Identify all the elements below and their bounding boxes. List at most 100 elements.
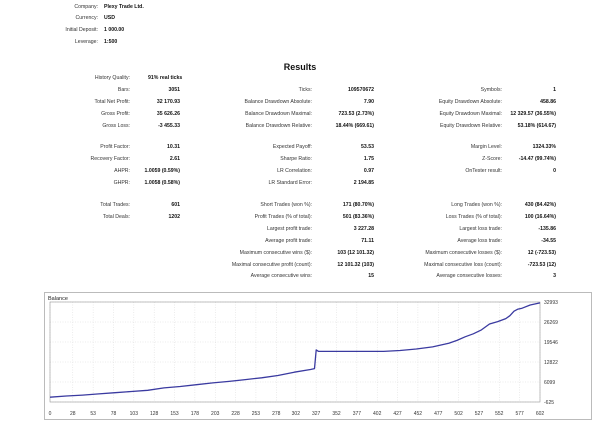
y-tick-label: 26269 — [544, 320, 558, 326]
x-tick-label: 253 — [252, 411, 261, 417]
stat-label: Loss Trades (% of total): — [445, 214, 502, 220]
stat-label: Equity Drawdown Relative: — [440, 123, 502, 129]
x-tick-label: 327 — [312, 411, 321, 417]
stat-value: 458.86 — [540, 99, 556, 105]
x-tick-label: 602 — [536, 411, 545, 417]
stat-label: Average loss trade: — [457, 238, 502, 244]
stat-value: 0 — [553, 168, 556, 174]
stat-label: Average consecutive losses: — [436, 273, 502, 279]
balance-series-line — [49, 302, 541, 398]
stat-value: 103 (12 101.32) — [337, 250, 374, 256]
x-tick-label: 0 — [49, 411, 52, 417]
header-value: 1:500 — [104, 39, 118, 45]
balance-chart-svg: Balance 0 28 53 78 103 128 153 178 203 228 253 278 30… — [44, 292, 592, 420]
stat-value: 0.97 — [363, 168, 374, 174]
stat-value: 2.61 — [169, 156, 180, 162]
x-tick-label: 103 — [130, 411, 139, 417]
y-tick-label: 19546 — [544, 340, 558, 346]
stat-value: 18.44% (669.61) — [335, 123, 374, 129]
stat-label: Largest loss trade: — [459, 226, 502, 232]
stat-value: 1.75 — [363, 156, 374, 162]
header-value: 1 000.00 — [104, 27, 125, 33]
x-tick-label: 402 — [373, 411, 382, 417]
history-quality-value: 91% real ticks — [148, 75, 183, 81]
stat-value: 2 194.85 — [353, 180, 374, 186]
header-label: Company: — [74, 4, 98, 10]
header-label: Initial Deposit: — [65, 27, 98, 33]
stat-label: Total Trades: — [100, 202, 130, 208]
stat-value: -34.55 — [541, 238, 556, 244]
y-tick-label: 32993 — [544, 300, 558, 306]
stat-value: 109570672 — [348, 87, 374, 93]
stat-value: 1.0058 (0.58%) — [144, 180, 180, 186]
stat-label: Gross Loss: — [102, 123, 130, 129]
stat-value: 12 101.32 (103) — [337, 262, 374, 268]
stat-value: -135.86 — [538, 226, 556, 232]
x-tick-label: 178 — [191, 411, 200, 417]
stat-label: Ticks: — [298, 87, 312, 93]
stat-label: Profit Trades (% of total): — [254, 214, 312, 220]
stat-value: 3 227.28 — [353, 226, 374, 232]
stat-value: 430 (84.42%) — [524, 202, 556, 208]
stat-value: 53.53 — [361, 144, 374, 150]
stat-label: Symbols: — [480, 87, 502, 93]
stat-value: 10.31 — [167, 144, 180, 150]
results-title: Results — [283, 62, 317, 72]
header-value: Plexy Trade Ltd. — [104, 4, 144, 10]
x-tick-label: 552 — [495, 411, 504, 417]
stat-value: 71.11 — [361, 238, 374, 244]
stat-value: 1324.33% — [532, 144, 556, 150]
stat-label: OnTester result: — [465, 168, 502, 174]
stat-label: Sharpe Ratio: — [280, 156, 312, 162]
stat-value: 723.53 (2.73%) — [338, 111, 374, 117]
stat-value: 12 329.57 (36.55%) — [510, 111, 556, 117]
stat-label: Expected Payoff: — [272, 144, 312, 150]
balance-chart: Balance 0 28 53 78 103 128 153 178 203 228 253 278 30… — [44, 292, 592, 420]
stat-value: 1.0059 (0.59%) — [144, 168, 180, 174]
stat-value: 501 (83.36%) — [342, 214, 374, 220]
x-tick-label: 28 — [70, 411, 76, 417]
stat-value: 3 — [553, 273, 556, 279]
y-tick-label: 6099 — [544, 380, 555, 386]
stat-label: LR Correlation: — [277, 168, 312, 174]
stat-label: Balance Drawdown Absolute: — [244, 99, 312, 105]
stat-value: 1 — [553, 87, 556, 93]
stat-value: 100 (16.64%) — [524, 214, 556, 220]
history-quality-label: History Quality: — [94, 75, 130, 81]
y-tick-label: -625 — [544, 400, 554, 406]
stat-label: Equity Drawdown Absolute: — [438, 99, 502, 105]
stat-value: 1202 — [168, 214, 180, 220]
x-tick-label: 203 — [211, 411, 220, 417]
header-label: Currency: — [75, 15, 99, 21]
stat-label: Total Net Profit: — [94, 99, 130, 105]
header-label: Leverage: — [74, 39, 98, 45]
stat-label: Total Deals: — [102, 214, 130, 220]
stat-label: Maximal consecutive profit (count): — [231, 262, 312, 268]
stat-label: Long Trades (won %): — [451, 202, 502, 208]
x-tick-label: 128 — [150, 411, 159, 417]
chart-title: Balance — [48, 296, 68, 302]
x-tick-label: 427 — [393, 411, 402, 417]
stat-label: GHPR: — [113, 180, 130, 186]
x-tick-label: 302 — [292, 411, 301, 417]
stat-value: 12 (-723.53) — [527, 250, 556, 256]
stat-value: 171 (80.70%) — [342, 202, 374, 208]
x-tick-label: 78 — [111, 411, 117, 417]
x-tick-label: 577 — [515, 411, 524, 417]
stat-value: -3 455.33 — [158, 123, 180, 129]
stat-label: Equity Drawdown Maximal: — [439, 111, 502, 117]
header-value: USD — [104, 15, 115, 21]
stat-value: 35 626.26 — [156, 111, 180, 117]
chart-frame — [44, 292, 592, 420]
x-tick-label: 228 — [231, 411, 240, 417]
stat-label: Recovery Factor: — [90, 156, 131, 162]
x-tick-label: 452 — [414, 411, 423, 417]
y-tick-label: 12822 — [544, 360, 558, 366]
stat-label: Maximum consecutive losses ($): — [425, 250, 502, 256]
stat-label: Gross Profit: — [101, 111, 130, 117]
stat-value: 53.18% (614.67) — [517, 123, 556, 129]
x-tick-label: 278 — [272, 411, 281, 417]
stat-value: -723.53 (12) — [527, 262, 556, 268]
stat-value: 601 — [171, 202, 180, 208]
